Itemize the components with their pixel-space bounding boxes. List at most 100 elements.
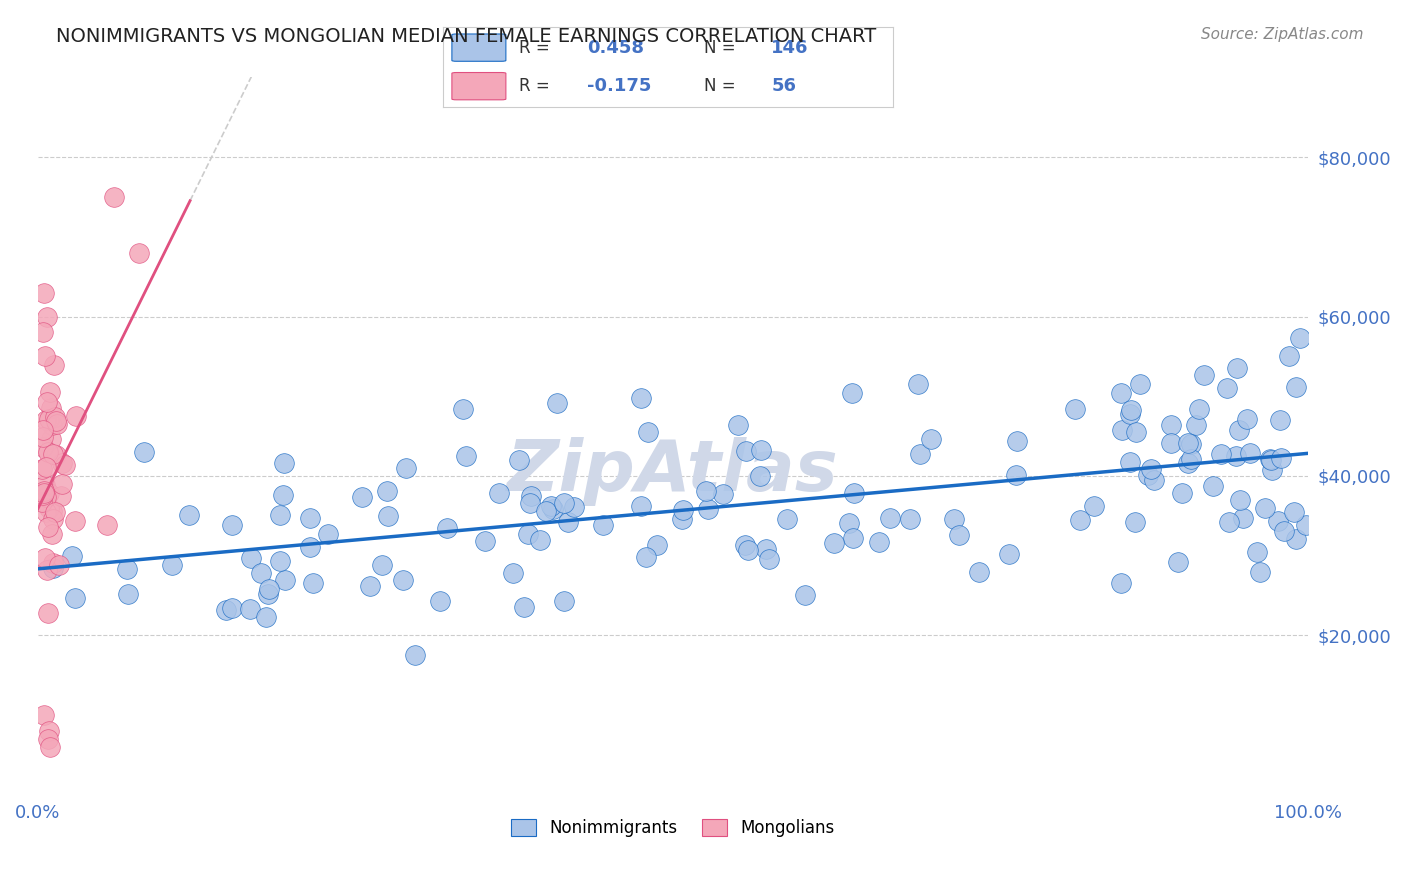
Nonimmigrants	[1194, 368, 1216, 383]
Mongolians	[34, 460, 56, 475]
Nonimmigrants	[519, 496, 541, 510]
Nonimmigrants	[749, 469, 772, 483]
Nonimmigrants	[1232, 510, 1254, 524]
Nonimmigrants	[1180, 452, 1202, 467]
Nonimmigrants	[1272, 524, 1295, 539]
Nonimmigrants	[758, 552, 780, 566]
Nonimmigrants	[898, 512, 921, 526]
Mongolians	[39, 432, 62, 446]
Mongolians	[48, 558, 70, 572]
Nonimmigrants	[842, 486, 865, 500]
Mongolians	[37, 445, 59, 459]
Nonimmigrants	[711, 487, 734, 501]
Nonimmigrants	[436, 521, 458, 535]
Nonimmigrants	[1267, 514, 1289, 528]
Nonimmigrants	[879, 510, 901, 524]
Nonimmigrants	[299, 511, 322, 525]
Nonimmigrants	[647, 538, 669, 552]
Nonimmigrants	[1167, 555, 1189, 569]
Nonimmigrants	[65, 591, 87, 605]
Mongolians	[32, 430, 55, 444]
Nonimmigrants	[302, 576, 325, 591]
Nonimmigrants	[562, 500, 585, 515]
Nonimmigrants	[1004, 468, 1026, 483]
Nonimmigrants	[1005, 434, 1028, 448]
Nonimmigrants	[239, 602, 262, 616]
Nonimmigrants	[1119, 402, 1142, 417]
Mongolians	[128, 245, 150, 260]
Nonimmigrants	[316, 527, 339, 541]
Nonimmigrants	[1160, 436, 1182, 450]
Nonimmigrants	[1239, 446, 1261, 460]
Nonimmigrants	[134, 445, 156, 459]
Nonimmigrants	[298, 540, 321, 554]
Nonimmigrants	[1284, 505, 1306, 519]
Text: N =: N =	[704, 38, 735, 56]
Nonimmigrants	[1160, 417, 1182, 432]
Text: -0.175: -0.175	[586, 78, 651, 95]
Nonimmigrants	[513, 599, 536, 614]
Nonimmigrants	[395, 460, 418, 475]
Nonimmigrants	[1246, 545, 1268, 559]
Nonimmigrants	[749, 442, 772, 457]
Nonimmigrants	[634, 549, 657, 564]
Mongolians	[34, 489, 56, 503]
Nonimmigrants	[1180, 437, 1202, 451]
Mongolians	[44, 409, 66, 424]
Nonimmigrants	[502, 566, 524, 580]
Mongolians	[35, 490, 58, 504]
Mongolians	[37, 563, 59, 577]
Nonimmigrants	[350, 490, 373, 504]
Mongolians	[42, 556, 65, 570]
Nonimmigrants	[377, 508, 399, 523]
Mongolians	[32, 485, 55, 500]
FancyBboxPatch shape	[451, 72, 506, 100]
Nonimmigrants	[1261, 463, 1284, 477]
Nonimmigrants	[1188, 401, 1211, 416]
Nonimmigrants	[727, 417, 749, 432]
Mongolians	[32, 483, 55, 498]
Mongolians	[63, 515, 86, 529]
Nonimmigrants	[429, 594, 451, 608]
Nonimmigrants	[371, 558, 394, 573]
Nonimmigrants	[1258, 451, 1281, 466]
Nonimmigrants	[553, 593, 575, 607]
Nonimmigrants	[215, 603, 238, 617]
Nonimmigrants	[1064, 402, 1087, 417]
Nonimmigrants	[1184, 418, 1206, 433]
Mongolians	[38, 412, 60, 426]
Nonimmigrants	[546, 395, 568, 409]
Mongolians	[38, 501, 60, 516]
Nonimmigrants	[841, 385, 863, 400]
Nonimmigrants	[1140, 461, 1163, 475]
Text: Source: ZipAtlas.com: Source: ZipAtlas.com	[1201, 27, 1364, 42]
Nonimmigrants	[375, 483, 398, 498]
Mongolians	[42, 447, 65, 461]
Nonimmigrants	[534, 504, 557, 518]
Nonimmigrants	[998, 547, 1021, 561]
Nonimmigrants	[257, 587, 280, 601]
Nonimmigrants	[1111, 423, 1133, 437]
Nonimmigrants	[1285, 532, 1308, 546]
Nonimmigrants	[516, 527, 538, 541]
Nonimmigrants	[541, 502, 564, 516]
Nonimmigrants	[1109, 386, 1132, 401]
Nonimmigrants	[520, 489, 543, 503]
Nonimmigrants	[755, 541, 778, 556]
Mongolians	[35, 506, 58, 520]
Nonimmigrants	[269, 508, 291, 522]
Mongolians	[41, 526, 63, 541]
Nonimmigrants	[1069, 512, 1091, 526]
Nonimmigrants	[630, 391, 652, 405]
Nonimmigrants	[1128, 377, 1150, 392]
Mongolians	[34, 478, 56, 492]
Nonimmigrants	[62, 549, 84, 564]
Nonimmigrants	[1225, 449, 1247, 463]
Nonimmigrants	[672, 503, 695, 517]
Mongolians	[34, 350, 56, 364]
Nonimmigrants	[488, 486, 510, 500]
Nonimmigrants	[1119, 455, 1142, 469]
Nonimmigrants	[42, 561, 65, 575]
Nonimmigrants	[967, 565, 990, 579]
Nonimmigrants	[948, 528, 970, 542]
